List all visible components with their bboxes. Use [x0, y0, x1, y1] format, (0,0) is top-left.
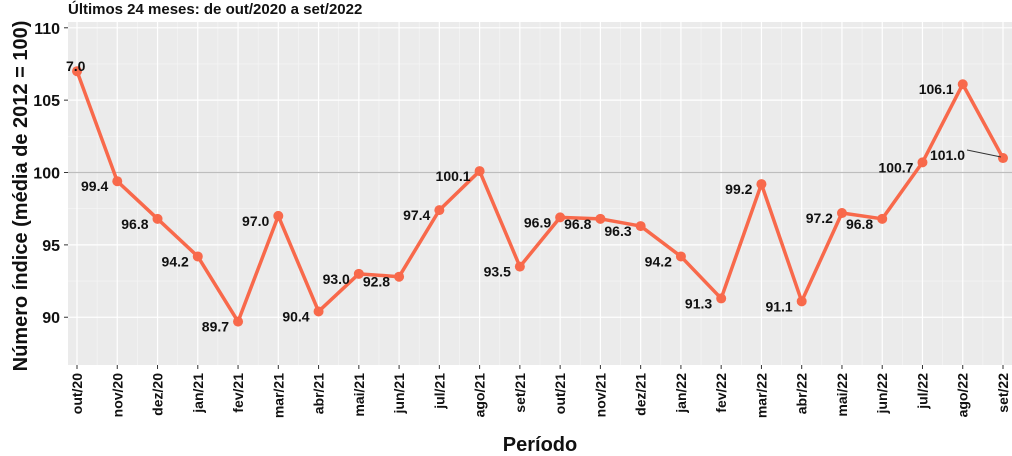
data-label: 96.3 — [604, 223, 631, 239]
x-tick-label: jun/21 — [391, 373, 407, 415]
data-label: 97.2 — [806, 210, 833, 226]
data-point — [716, 293, 727, 304]
data-label: 93.5 — [484, 264, 511, 280]
y-tick-label: 95 — [42, 238, 60, 255]
data-label: 106.1 — [919, 81, 954, 97]
data-label: 90.4 — [282, 308, 309, 324]
y-tick-label: 110 — [34, 21, 60, 38]
x-tick-label: jul/21 — [431, 373, 447, 410]
data-point — [273, 210, 284, 221]
data-label: 97.4 — [403, 207, 430, 223]
data-point — [192, 251, 203, 262]
label-leader — [966, 149, 1002, 158]
x-tick-label: jul/22 — [914, 373, 930, 410]
data-line — [75, 70, 1005, 324]
data-label: 91.1 — [765, 298, 792, 314]
data-point — [474, 166, 485, 177]
x-tick-label: dez/20 — [150, 373, 166, 416]
x-tick-label: mai/22 — [834, 373, 850, 417]
data-label: 96.8 — [121, 216, 148, 232]
data-point — [756, 179, 767, 190]
data-label: 99.4 — [81, 178, 108, 194]
data-label: 101.0 — [930, 147, 965, 163]
x-tick-label: jan/21 — [190, 373, 206, 414]
x-tick-label: mar/22 — [753, 373, 769, 418]
x-axis-title: Período — [503, 434, 577, 456]
data-point — [998, 153, 1008, 164]
x-tick-label: mar/21 — [270, 373, 286, 418]
data-label: 96.9 — [524, 214, 551, 230]
x-tick-label: fev/22 — [713, 373, 729, 413]
data-point — [635, 221, 646, 232]
data-point — [836, 208, 847, 219]
x-tick-label: nov/21 — [592, 373, 608, 418]
data-label: 94.2 — [162, 253, 189, 269]
data-label: 91.3 — [685, 295, 712, 311]
data-label: 96.8 — [564, 216, 591, 232]
x-tick-label: abr/21 — [311, 373, 327, 414]
x-tick-label: set/22 — [995, 373, 1011, 413]
data-label: 100.1 — [436, 168, 471, 184]
data-point — [796, 296, 807, 307]
data-point — [313, 306, 324, 317]
data-label: 96.8 — [846, 216, 873, 232]
data-point — [233, 316, 244, 327]
data-label: 99.2 — [725, 181, 752, 197]
x-tick-label: out/21 — [552, 373, 568, 414]
x-tick-label: set/21 — [512, 373, 528, 413]
x-tick-label: out/20 — [69, 373, 85, 414]
x-tick-label: ago/22 — [955, 373, 971, 418]
data-label: 94.2 — [645, 253, 672, 269]
data-label: 92.8 — [363, 274, 390, 290]
x-tick-label: jun/22 — [874, 373, 890, 415]
data-point — [957, 79, 968, 90]
data-point — [394, 271, 405, 282]
data-point — [514, 261, 525, 272]
data-label: 93.0 — [323, 271, 350, 287]
data-point — [72, 66, 82, 77]
data-point — [555, 212, 566, 223]
data-point — [675, 251, 686, 262]
x-tick-label: fev/21 — [230, 373, 246, 413]
x-tick-label: dez/21 — [633, 373, 649, 416]
data-point — [877, 213, 888, 224]
chart-title: Últimos 24 meses: de out/2020 a set/2022 — [68, 0, 362, 18]
y-tick-label: 90 — [42, 310, 60, 327]
data-label: 89.7 — [202, 319, 229, 335]
data-point — [917, 157, 928, 168]
x-tick-label: jan/22 — [673, 373, 689, 414]
data-label: 97.0 — [242, 213, 269, 229]
x-tick-label: abr/22 — [794, 373, 810, 414]
data-point — [434, 205, 445, 216]
x-tick-label: ago/21 — [472, 373, 488, 418]
data-label: 7.0 — [66, 58, 86, 74]
y-tick-label: 100 — [33, 166, 60, 183]
data-point — [595, 213, 606, 224]
data-point — [152, 213, 163, 224]
data-point — [112, 176, 123, 187]
x-tick-label: nov/20 — [109, 373, 125, 418]
data-label: 100.7 — [878, 159, 913, 175]
x-tick-label: mai/21 — [351, 373, 367, 417]
y-tick-label: 105 — [33, 93, 60, 110]
data-point — [353, 268, 364, 279]
y-axis-title: Número índice (média de 2012 = 100) — [10, 21, 32, 372]
